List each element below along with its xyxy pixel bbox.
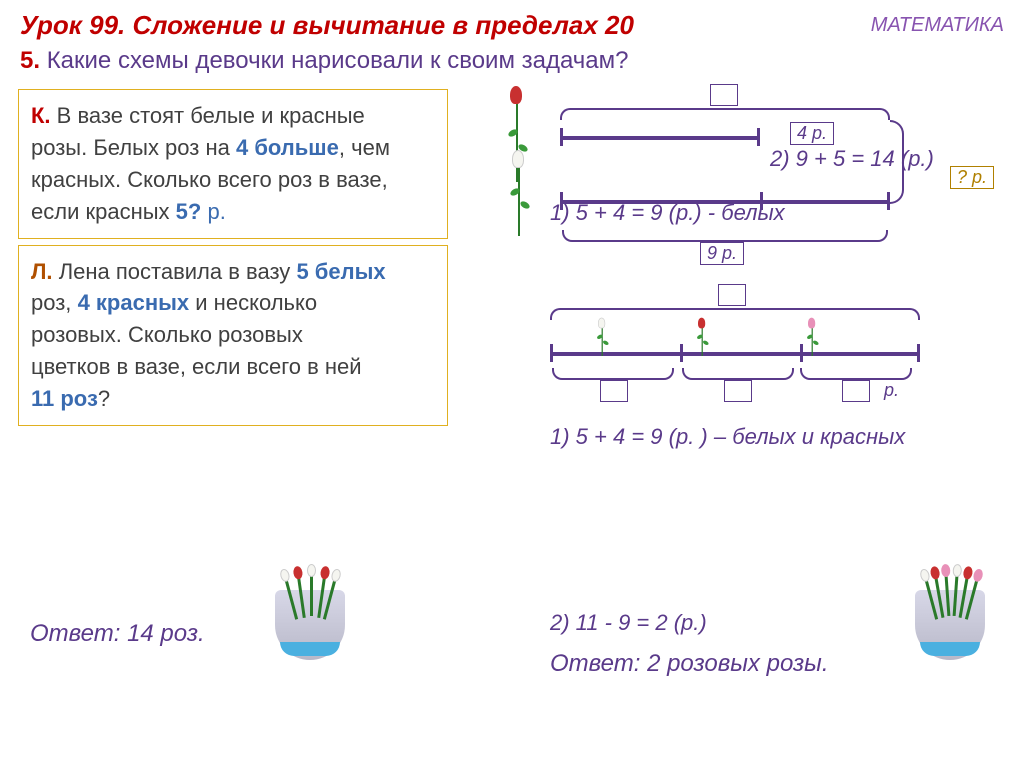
subject-label: МАТЕМАТИКА <box>871 14 1004 37</box>
k-letter: К. <box>31 103 51 128</box>
eq-l1: 1) 5 + 4 = 9 (р. ) – белых и красных <box>550 420 970 453</box>
l-text-2c: и несколько <box>195 290 317 315</box>
empty-box-l-icon <box>718 284 746 306</box>
lesson-title: Урок 99. Сложение и вычитание в пределах… <box>20 10 634 41</box>
answer-k: Ответ: 14 роз. <box>30 620 205 648</box>
l-text-5b: ? <box>98 386 110 411</box>
eq-k1: 1) 5 + 4 = 9 (р.) - белых <box>550 200 785 226</box>
answer-l: Ответ: 2 розовых розы. <box>550 650 870 678</box>
eq-l2: 2) 11 - 9 = 2 (р.) <box>550 610 707 636</box>
diagram-l: р. 1) 5 + 4 = 9 (р. ) – белых и красных <box>470 290 1010 510</box>
task-question: 5. Какие схемы девочки нарисовали к свои… <box>0 45 1024 83</box>
l-text-5a: 11 роз <box>31 386 98 411</box>
eq-k2: 2) 9 + 5 = 14 (р.) <box>770 146 934 172</box>
l-text-1b: 5 белых <box>296 259 385 284</box>
k-text-4c: р. <box>207 199 225 224</box>
l-text-1a: Лена поставила в вазу <box>59 259 291 284</box>
k-text-4b: 5? <box>176 199 202 224</box>
label-4p: 4 р. <box>790 122 834 145</box>
task-number: 5. <box>20 47 40 74</box>
k-text-1: В вазе стоят белые и красные <box>57 103 365 128</box>
l-text-3: розовых. Сколько розовых <box>31 322 303 347</box>
l-text-2a: роз, <box>31 290 71 315</box>
k-text-2b: 4 больше <box>236 135 339 160</box>
k-text-4a: если красных <box>31 199 170 224</box>
label-qp: ? р. <box>950 166 994 189</box>
box-l1-icon <box>600 380 628 402</box>
problem-box-l: Л. Лена поставила в вазу 5 белых роз, 4 … <box>18 245 448 426</box>
k-text-2a: розы. Белых роз на <box>31 135 230 160</box>
l-letter: Л. <box>31 259 53 284</box>
diagram-k: 4 р. 2) 9 + 5 = 14 (р.) ? р. 1) 5 + 4 = … <box>470 90 1010 290</box>
box-l3-icon <box>842 380 870 402</box>
label-9p: 9 р. <box>700 242 744 265</box>
label-rp: р. <box>884 380 899 401</box>
box-l2-icon <box>724 380 752 402</box>
task-text: Какие схемы девочки нарисовали к своим з… <box>47 47 629 74</box>
l-text-2b: 4 красных <box>78 290 190 315</box>
k-text-3: красных. Сколько всего роз в вазе, <box>31 167 388 192</box>
k-text-2c: , чем <box>339 135 390 160</box>
slide-header: Урок 99. Сложение и вычитание в пределах… <box>0 0 1024 45</box>
problem-box-k: К. В вазе стоят белые и красные розы. Бе… <box>18 89 448 239</box>
vase-left-icon <box>270 570 350 660</box>
empty-box-icon <box>710 84 738 106</box>
l-text-4: цветков в вазе, если всего в ней <box>31 354 362 379</box>
vase-right-icon <box>910 570 990 660</box>
